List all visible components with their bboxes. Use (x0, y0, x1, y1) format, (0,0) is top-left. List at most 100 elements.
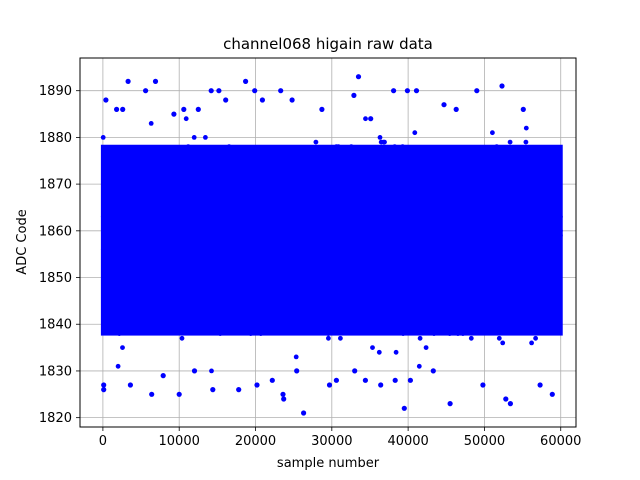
data-point (496, 335, 502, 341)
outlier-point (392, 377, 398, 383)
data-point (213, 167, 219, 173)
data-point (362, 228, 368, 234)
data-point (377, 228, 383, 234)
data-point (219, 270, 225, 276)
data-point (314, 209, 319, 215)
x-tick-label: 20000 (235, 434, 276, 449)
data-point (349, 256, 355, 262)
data-point (235, 275, 240, 280)
data-point (416, 363, 422, 369)
data-point (151, 214, 157, 220)
data-point (210, 284, 216, 290)
data-point (166, 279, 171, 285)
data-point (226, 167, 232, 173)
data-point (291, 200, 296, 206)
data-point (176, 270, 182, 276)
data-point (508, 289, 514, 294)
data-point (181, 298, 187, 304)
data-point (554, 261, 560, 266)
data-point (362, 265, 368, 271)
data-point (125, 284, 130, 290)
data-point (223, 205, 229, 210)
data-point (385, 181, 391, 187)
data-point (398, 186, 403, 192)
data-point (404, 242, 409, 248)
data-point (423, 345, 429, 350)
data-point (505, 237, 511, 243)
data-point (526, 191, 532, 196)
data-point (476, 181, 481, 187)
data-point (147, 265, 153, 271)
data-point (116, 186, 122, 192)
data-point (187, 298, 192, 304)
data-point (304, 303, 310, 308)
data-point (545, 242, 551, 248)
data-point (229, 284, 235, 290)
data-point (290, 209, 295, 215)
data-point (553, 228, 559, 234)
data-point (255, 214, 261, 220)
data-point (382, 289, 387, 294)
data-point (531, 279, 536, 285)
data-point (550, 256, 556, 262)
data-point (299, 223, 305, 229)
data-point (379, 191, 385, 196)
data-point (334, 144, 339, 150)
data-point (105, 186, 111, 192)
data-point (446, 228, 451, 234)
data-point (226, 181, 232, 187)
data-point (536, 303, 541, 308)
data-point (480, 158, 486, 164)
data-point (459, 265, 464, 271)
data-point (442, 251, 447, 257)
data-point (417, 214, 423, 220)
data-point (147, 261, 153, 266)
data-point (245, 172, 250, 178)
data-point (342, 251, 348, 257)
data-point (178, 177, 184, 182)
data-point (386, 200, 392, 206)
data-point (482, 200, 488, 206)
data-point (264, 209, 270, 215)
data-point (379, 298, 385, 304)
data-point (136, 172, 141, 178)
data-point (396, 195, 402, 201)
data-point (214, 247, 220, 252)
data-point (255, 219, 261, 224)
data-point (438, 223, 444, 229)
data-point (260, 242, 266, 248)
data-point (402, 233, 408, 238)
data-point (179, 228, 185, 234)
data-point (273, 233, 278, 238)
data-point (316, 270, 322, 276)
data-point (248, 331, 254, 336)
data-point (486, 209, 491, 215)
data-point (259, 256, 265, 262)
data-point (317, 251, 323, 257)
data-point (106, 214, 112, 220)
data-point (169, 256, 175, 262)
data-point (232, 195, 238, 201)
data-point (347, 279, 353, 285)
data-point (472, 228, 478, 234)
data-point (506, 228, 511, 234)
data-point (243, 242, 249, 248)
data-point (304, 195, 310, 201)
data-point (545, 284, 551, 290)
outlier-point (269, 377, 275, 383)
data-point (423, 209, 429, 215)
data-point (515, 251, 520, 257)
data-point (251, 219, 256, 224)
data-point (176, 219, 181, 224)
data-point (240, 270, 245, 276)
data-point (315, 205, 321, 210)
data-point (268, 200, 273, 206)
data-point (206, 219, 212, 224)
data-point (515, 247, 521, 252)
data-point (113, 237, 119, 243)
data-point (555, 223, 561, 229)
data-point (538, 237, 544, 243)
data-point (410, 270, 416, 276)
data-point (415, 219, 420, 224)
data-point (182, 256, 188, 262)
